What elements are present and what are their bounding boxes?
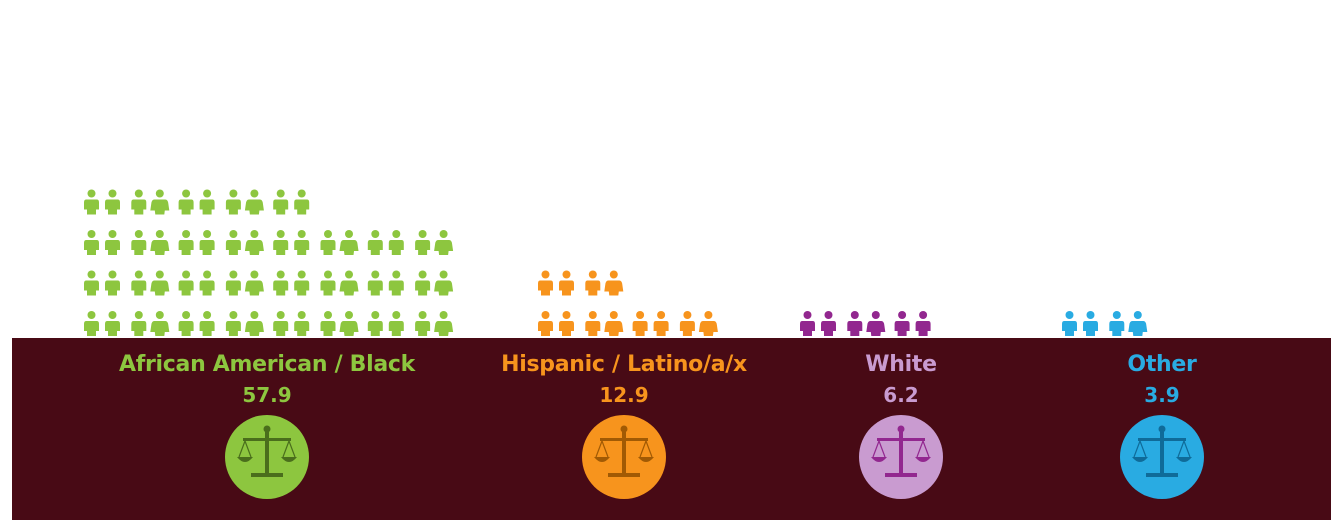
category-label: Other (1127, 352, 1197, 377)
person-pair-icon (131, 311, 170, 336)
group-african-american: African American / Black 57.9 (87, 338, 447, 520)
person-pair-icon (273, 270, 310, 296)
person-pair-icon (367, 270, 404, 296)
person-pair-icon (131, 270, 170, 296)
pictograph-icons (84, 189, 1148, 336)
person-pair-icon (320, 270, 359, 296)
category-label: African American / Black (119, 352, 415, 377)
person-pair-icon (178, 230, 215, 255)
category-value: 12.9 (599, 383, 649, 407)
person-pair-icon (415, 230, 454, 255)
category-value: 3.9 (1144, 383, 1180, 407)
person-pair-icon (225, 230, 264, 255)
person-pair-icon (367, 230, 404, 255)
category-band: African American / Black 57.9 Hispanic /… (12, 338, 1331, 520)
person-pair-icon (800, 311, 836, 336)
person-pair-icon (894, 311, 931, 336)
person-pair-icon (273, 230, 310, 255)
group-other: Other 3.9 (1062, 338, 1262, 520)
category-value: 6.2 (883, 383, 919, 407)
person-pair-icon (1062, 311, 1098, 336)
person-pair-icon (225, 270, 264, 296)
person-pair-icon (679, 311, 718, 336)
balance-scale-icon (1120, 415, 1204, 499)
person-pair-icon (178, 270, 215, 296)
person-pair-icon (320, 230, 359, 255)
person-pair-icon (225, 189, 264, 215)
person-pair-icon (84, 311, 120, 336)
group-white: White 6.2 (801, 338, 1001, 520)
person-pair-icon (1109, 311, 1148, 336)
person-pair-icon (632, 311, 669, 336)
category-label: White (865, 352, 937, 377)
person-pair-icon (84, 189, 120, 215)
person-pair-icon (320, 311, 359, 336)
person-pair-icon (847, 311, 886, 336)
category-label: Hispanic / Latino/a/x (501, 352, 747, 377)
person-pair-icon (84, 270, 120, 296)
person-pair-icon (84, 230, 120, 255)
person-pair-icon (538, 311, 574, 336)
person-pair-icon (273, 311, 310, 336)
person-pair-icon (178, 311, 215, 336)
person-pair-icon (131, 230, 170, 255)
person-pair-icon (131, 189, 170, 215)
person-pair-icon (273, 189, 310, 215)
category-value: 57.9 (242, 383, 292, 407)
balance-scale-icon (582, 415, 666, 499)
person-pair-icon (538, 270, 574, 296)
balance-scale-icon (225, 415, 309, 499)
person-pair-icon (585, 311, 624, 336)
group-hispanic-latino: Hispanic / Latino/a/x 12.9 (474, 338, 774, 520)
person-pair-icon (178, 189, 215, 215)
balance-scale-icon (859, 415, 943, 499)
person-pair-icon (225, 311, 264, 336)
person-pair-icon (415, 311, 454, 336)
person-pair-icon (415, 270, 454, 296)
person-pair-icon (585, 270, 624, 296)
person-pair-icon (367, 311, 404, 336)
